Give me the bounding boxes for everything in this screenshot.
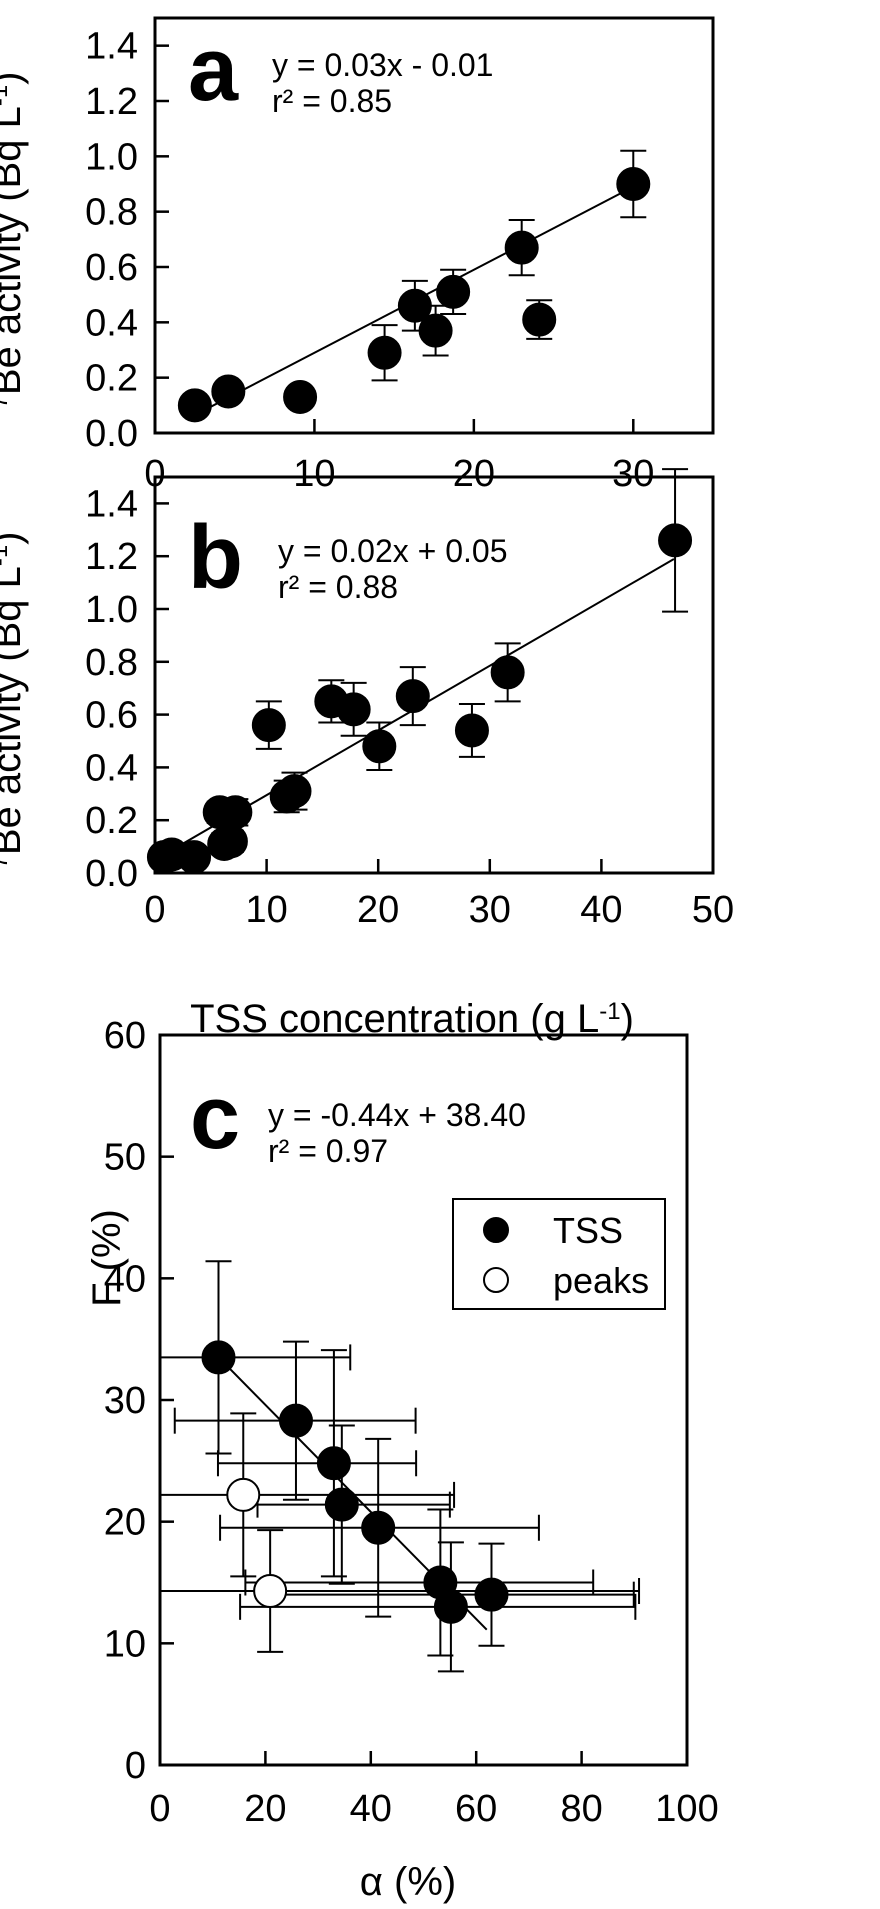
panel-a-y-tick-label: 1.2: [85, 81, 138, 123]
panel-a-x-tick-label: 20: [453, 453, 495, 495]
panel-b-data-point: [658, 523, 693, 558]
panel-a-data-point: [436, 274, 471, 309]
panel-b-plot-frame: [153, 475, 715, 875]
panel-b-data-point: [277, 774, 312, 809]
panel-a-x-tick-label: 30: [612, 453, 654, 495]
panel-b-data-point: [177, 840, 212, 875]
panel-c-y-tick-label: 30: [104, 1380, 146, 1422]
panel-c-x-tick-label: 80: [560, 1788, 602, 1830]
panel-c-x-tick-label: 40: [350, 1788, 392, 1830]
panel-b-data-point: [395, 679, 430, 714]
panel-b: 7Be activity (Bq L-1) 0 10 20 30 40 50 0.0 0.2 0…: [0, 468, 734, 1041]
panel-a-data-point: [397, 288, 432, 323]
panel-a-y-tick-label: 0.2: [85, 358, 138, 400]
panel-a-y-tick-label: 0.6: [85, 247, 138, 289]
panel-c-data-point: [201, 1340, 236, 1375]
panel-c-x-tick-label: 20: [244, 1788, 286, 1830]
panel-a-y-axis-label: 7Be activity (Bq L-1): [0, 71, 29, 408]
panel-a-r2: r² = 0.85: [272, 83, 392, 119]
panel-a-y-tick-label: 0.4: [85, 302, 138, 344]
panel-c-x-tick-label: 100: [655, 1788, 718, 1830]
panel-b-equation: y = 0.02x + 0.05: [278, 533, 508, 569]
panel-b-x-tick-label: 30: [469, 889, 511, 931]
panel-b-data-point: [336, 692, 371, 727]
panel-c-y-tick-label: 50: [104, 1137, 146, 1179]
panel-b-y-tick-label: 0.4: [85, 747, 138, 789]
panel-b-y-tick-label: 0.2: [85, 800, 138, 842]
panel-a-x-tick-label: 0: [144, 453, 165, 495]
panel-b-x-tick-label: 40: [580, 889, 622, 931]
panel-c-x-tick-label: 0: [149, 1788, 170, 1830]
panel-c-data-point: [433, 1589, 468, 1624]
panel-c-data-point: [474, 1577, 509, 1612]
panel-b-data-point: [251, 708, 286, 743]
panel-b-y-tick-label: 0.8: [85, 642, 138, 684]
panel-c-data-point: [226, 1477, 261, 1512]
panel-b-y-axis-label: 7Be activity (Bq L-1): [0, 531, 29, 868]
panel-b-y-tick-label: 0.0: [85, 853, 138, 895]
panel-b-letter: b: [188, 508, 243, 608]
legend-label-tss: TSS: [553, 1210, 623, 1251]
panel-c-y-tick-label: 20: [104, 1502, 146, 1544]
panel-b-r2: r² = 0.88: [278, 569, 398, 605]
panel-c-data-point: [253, 1574, 288, 1609]
panel-b-x-tick-label: 20: [357, 889, 399, 931]
panel-c-y-tick-label: 0: [125, 1745, 146, 1787]
panel-a-y-tick-label: 1.4: [85, 26, 138, 68]
panel-b-y-tick-label: 0.6: [85, 695, 138, 737]
panel-b-y-tick-label: 1.2: [85, 536, 138, 578]
panel-c-y-tick-label: 60: [104, 1015, 146, 1057]
panel-b-x-tick-label: 0: [144, 889, 165, 931]
panel-b-y-tick-label: 1.0: [85, 589, 138, 631]
panel-c-data-point: [316, 1446, 351, 1481]
panel-a-plot-frame: [153, 16, 715, 435]
panel-c-x-tick-label: 60: [455, 1788, 497, 1830]
panel-a-data-point: [504, 230, 539, 265]
panel-c-r2: r² = 0.97: [268, 1133, 388, 1169]
panel-c-data-point: [361, 1510, 396, 1545]
panel-a: 7Be activity (Bq L-1) 0 10 20 30 0.0 0.2 0.4 0.…: [0, 16, 715, 495]
panel-c-y-tick-label: 10: [104, 1623, 146, 1665]
panel-c-equation: y = -0.44x + 38.40: [268, 1097, 526, 1133]
panel-a-letter: a: [188, 20, 239, 120]
panel-c-y-axis-label: F (%): [85, 1209, 129, 1307]
panel-b-y-tick-label: 1.4: [85, 483, 138, 525]
panel-c-data-point: [278, 1403, 313, 1438]
panel-b-x-tick-label: 10: [245, 889, 287, 931]
panel-a-data-point: [616, 167, 651, 201]
panel-b-data-point: [218, 795, 253, 830]
panel-c-legend: TSS peaks: [452, 1198, 666, 1310]
panel-b-data-point: [490, 655, 525, 690]
legend-marker-tss: [483, 1217, 509, 1243]
panel-a-y-tick-label: 0.0: [85, 413, 138, 455]
panel-c-x-axis-label: α (%): [360, 1860, 456, 1904]
panel-a-data-point: [522, 302, 557, 337]
panel-b-data-point: [362, 729, 397, 764]
legend-label-peaks: peaks: [553, 1260, 649, 1301]
panel-a-x-tick-label: 10: [293, 453, 335, 495]
panel-c-data-point: [324, 1487, 359, 1522]
legend-marker-peaks: [483, 1267, 509, 1293]
panel-a-data-point: [418, 313, 453, 348]
panel-a-y-tick-label: 1.0: [85, 136, 138, 178]
panel-a-data-point: [211, 374, 246, 409]
panel-a-y-tick-label: 0.8: [85, 192, 138, 234]
panel-a-equation: y = 0.03x - 0.01: [272, 47, 493, 83]
panel-c: F (%) 0 20 40 60 80 100 0 10 20 30 40 50 60 c y = -0…: [85, 1015, 719, 1904]
panel-b-x-tick-label: 50: [692, 889, 734, 931]
panel-a-data-point: [367, 335, 402, 370]
panel-b-data-point: [454, 713, 489, 748]
panel-a-data-point: [283, 380, 318, 415]
panel-c-letter: c: [190, 1068, 240, 1168]
legend-box: [452, 1198, 666, 1310]
panel-b-data-point: [213, 824, 248, 859]
panel-a-data-point: [177, 388, 212, 423]
panel-c-y-tick-label: 40: [104, 1258, 146, 1300]
